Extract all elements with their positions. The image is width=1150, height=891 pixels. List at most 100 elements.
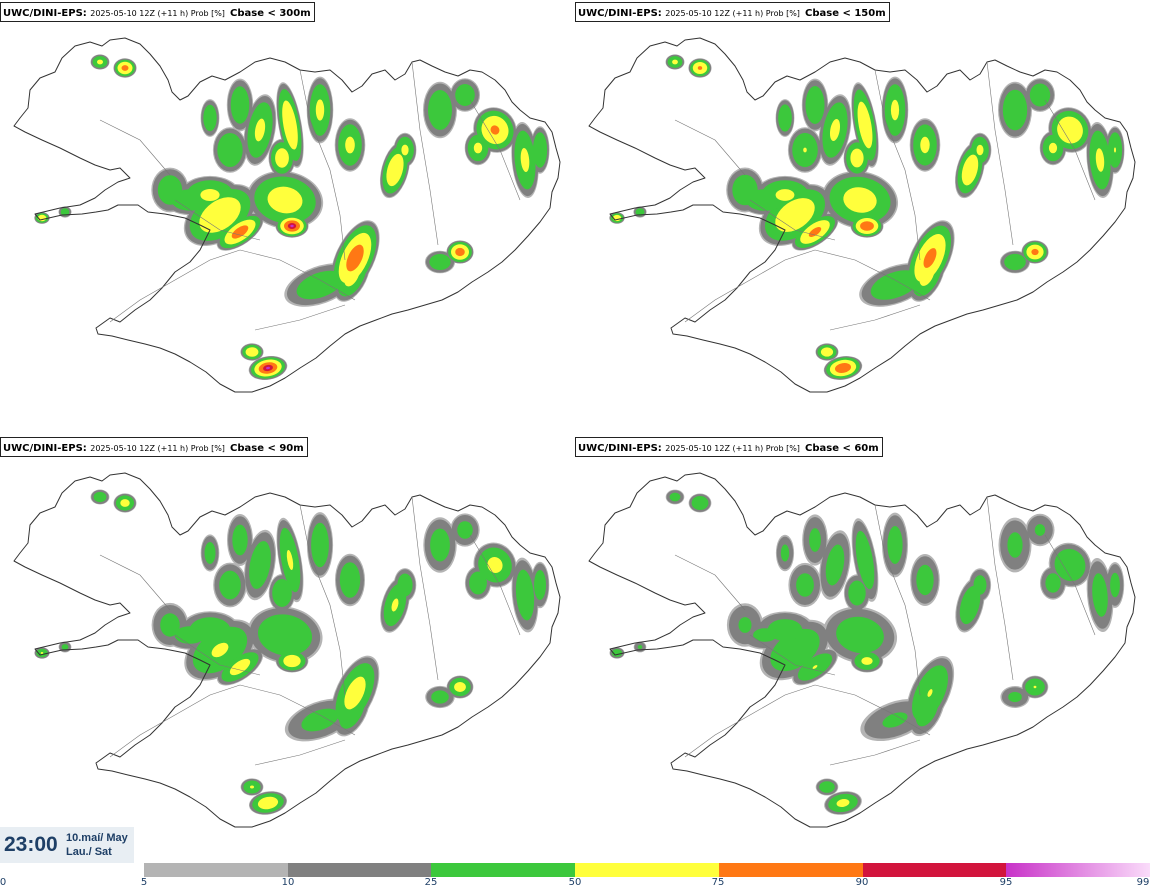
colorbar-bin <box>144 863 289 877</box>
road-line <box>299 69 346 261</box>
map-panel-300m: UWC/DINI-EPS: 2025-05-10 12Z (+11 h) Pro… <box>0 0 575 437</box>
probability-contour <box>315 99 325 121</box>
date-line-1: 10.maí/ May <box>66 832 128 844</box>
probability-contour <box>961 154 979 186</box>
probability-contour <box>1007 532 1023 558</box>
road-line <box>814 249 931 301</box>
colorbar-bin <box>862 863 1007 877</box>
probability-contour <box>916 564 934 596</box>
probability-contour <box>1008 691 1022 703</box>
probability-contour <box>204 542 216 564</box>
road-line <box>674 119 746 176</box>
probability-contour <box>121 65 129 71</box>
probability-contour <box>836 616 884 654</box>
valid-date: 10.maí/ May Lau./ Sat <box>66 831 128 859</box>
probability-contour <box>915 693 939 727</box>
probability-contour <box>882 712 908 728</box>
road-line <box>674 554 746 611</box>
probability-contour <box>819 781 835 793</box>
probability-contour <box>97 59 103 65</box>
probability-contour <box>809 528 821 552</box>
probability-contour <box>199 197 241 233</box>
probability-contour <box>825 544 845 586</box>
probability-contour <box>391 598 399 612</box>
road-line <box>829 304 921 331</box>
probability-contour <box>428 90 452 130</box>
probability-contour <box>1092 573 1108 617</box>
iceland-map <box>13 472 561 828</box>
probability-contour <box>1057 116 1083 144</box>
probability-contour <box>829 118 841 142</box>
probability-contour <box>301 708 339 732</box>
probability-contour <box>231 225 249 239</box>
probability-contour <box>843 187 877 213</box>
probability-contour <box>850 148 864 168</box>
probability-contour <box>219 570 241 600</box>
probability-contour <box>532 132 548 168</box>
colorbar-tick-label: 10 <box>281 877 295 888</box>
probability-contour <box>430 528 450 562</box>
road-line <box>239 684 356 736</box>
probability-contour <box>203 104 217 132</box>
colorbar-bin <box>1006 863 1150 877</box>
probability-contour <box>919 264 935 286</box>
probability-contour <box>386 153 404 187</box>
probability-contour <box>257 614 313 656</box>
probability-contour <box>834 363 852 373</box>
road-line <box>254 304 346 331</box>
probability-contour <box>401 144 409 156</box>
colorbar-bin <box>431 863 576 877</box>
probability-contour <box>1004 253 1026 271</box>
criterion: Cbase < 90m <box>230 443 304 454</box>
probability-contour <box>796 573 814 597</box>
probability-contour <box>861 657 873 665</box>
model-name: UWC/DINI-EPS <box>578 8 658 19</box>
probability-contour <box>286 550 294 570</box>
valid-time: 23:00 <box>4 833 58 856</box>
probability-colorbar <box>144 863 1150 877</box>
probability-contour <box>266 366 270 370</box>
road-line <box>986 496 1014 681</box>
probability-field <box>34 489 550 815</box>
probability-field <box>609 489 1125 815</box>
probability-contour <box>160 613 180 637</box>
iceland-coastline <box>13 37 561 393</box>
road-line <box>814 684 931 736</box>
probability-contour <box>778 104 792 132</box>
probability-contour <box>1031 248 1039 256</box>
road-line <box>411 496 439 681</box>
model-name: UWC/DINI-EPS <box>3 8 83 19</box>
probability-contour <box>1029 83 1051 107</box>
probability-contour <box>635 208 645 216</box>
probability-field <box>609 54 1125 381</box>
probability-field <box>34 54 550 381</box>
iceland-coastline <box>588 472 1136 828</box>
probability-contour <box>157 175 183 205</box>
probability-contour <box>250 785 254 789</box>
date-line-2: Lau./ Sat <box>66 846 112 858</box>
probability-contour <box>775 189 795 201</box>
probability-contour <box>272 579 292 607</box>
probability-contour <box>211 642 229 658</box>
probability-contour <box>890 99 900 121</box>
probability-contour <box>860 221 874 231</box>
panel-title: UWC/DINI-EPS: 2025-05-10 12Z (+11 h) Pro… <box>0 2 315 22</box>
run-info: 2025-05-10 12Z (+11 h) Prob [%] <box>665 444 800 453</box>
probability-contour <box>855 530 875 590</box>
probability-contour <box>923 248 937 268</box>
probability-contour <box>40 652 44 654</box>
probability-contour <box>93 491 107 503</box>
probability-contour <box>738 617 752 633</box>
probability-contour <box>848 580 866 606</box>
road-line <box>684 249 816 323</box>
probability-contour <box>697 66 703 70</box>
panel-title: UWC/DINI-EPS: 2025-05-10 12Z (+11 h) Pro… <box>575 2 890 22</box>
probability-contour <box>229 658 251 676</box>
probability-contour <box>254 118 266 142</box>
probability-contour <box>803 147 807 153</box>
probability-contour <box>669 492 681 502</box>
road-line <box>874 69 921 261</box>
map-panel-60m: UWC/DINI-EPS: 2025-05-10 12Z (+11 h) Pro… <box>575 435 1150 872</box>
probability-contour <box>691 496 709 510</box>
probability-contour <box>346 244 364 272</box>
